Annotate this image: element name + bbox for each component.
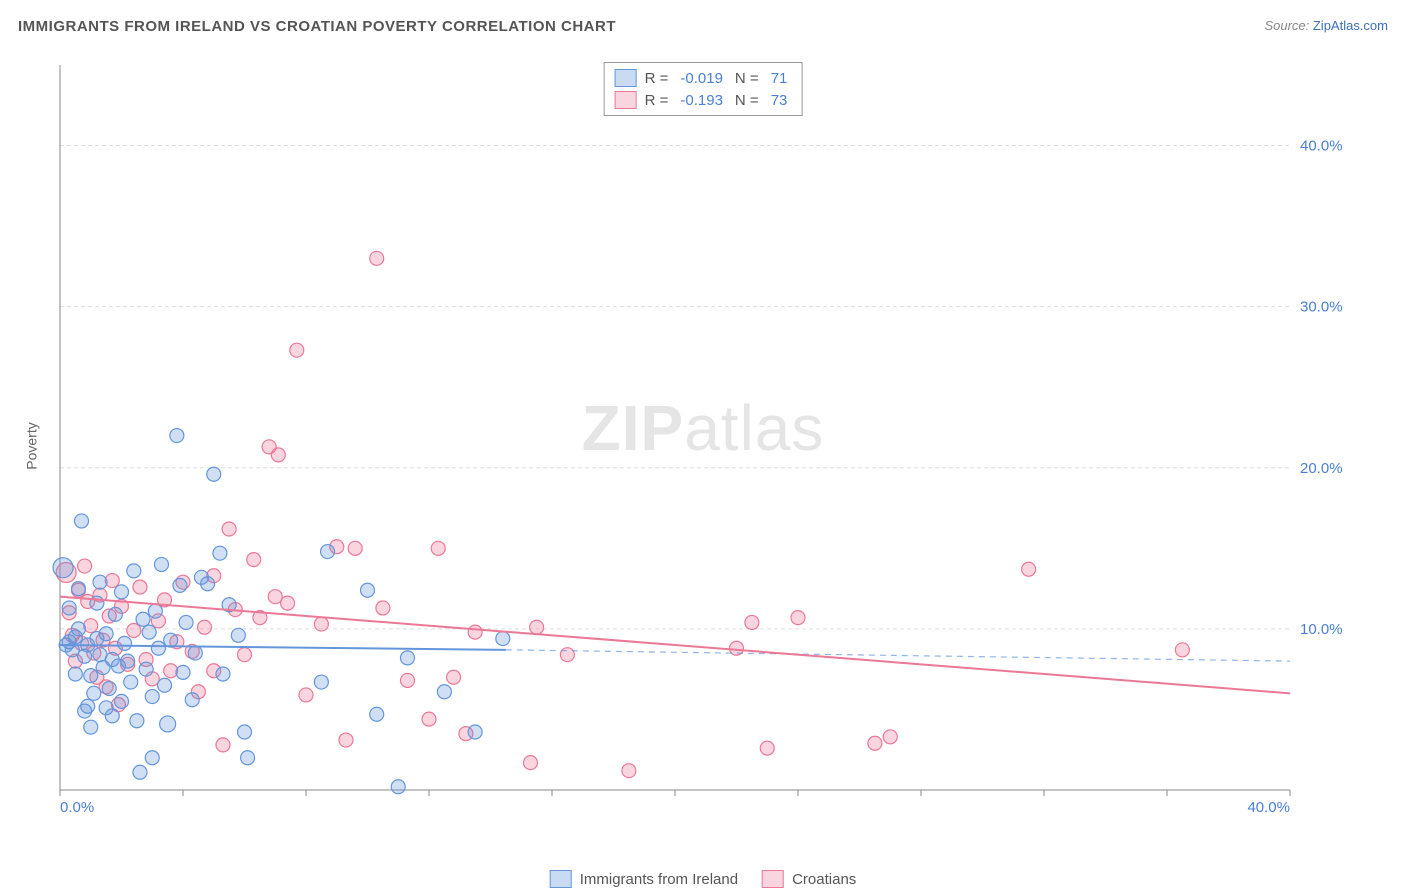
source-label: Source: <box>1264 18 1312 33</box>
legend-label: Immigrants from Ireland <box>580 871 738 888</box>
label-n: N = <box>735 70 759 87</box>
scatter-chart: 10.0% 20.0% 30.0% 40.0% 0.0% 40.0% <box>50 60 1350 830</box>
legend-bottom: Immigrants from Ireland Croatians <box>550 870 857 888</box>
swatch-blue <box>615 69 637 87</box>
legend-top-row: R = -0.193 N = 73 <box>615 89 792 111</box>
svg-text:20.0%: 20.0% <box>1300 460 1343 477</box>
value-r-pink: -0.193 <box>676 92 727 109</box>
swatch-pink <box>615 91 637 109</box>
label-r: R = <box>645 70 669 87</box>
svg-text:0.0%: 0.0% <box>60 799 94 816</box>
legend-top-row: R = -0.019 N = 71 <box>615 67 792 89</box>
header: IMMIGRANTS FROM IRELAND VS CROATIAN POVE… <box>18 18 1388 46</box>
svg-text:40.0%: 40.0% <box>1247 799 1290 816</box>
svg-text:10.0%: 10.0% <box>1300 621 1343 638</box>
svg-text:40.0%: 40.0% <box>1300 138 1343 155</box>
source: Source: ZipAtlas.com <box>1264 18 1388 33</box>
swatch-blue <box>550 870 572 888</box>
value-r-blue: -0.019 <box>676 70 727 87</box>
chart-title: IMMIGRANTS FROM IRELAND VS CROATIAN POVE… <box>18 18 616 35</box>
label-r: R = <box>645 92 669 109</box>
value-n-pink: 73 <box>767 92 792 109</box>
label-n: N = <box>735 92 759 109</box>
swatch-pink <box>762 870 784 888</box>
y-axis-label: Poverty <box>24 422 40 469</box>
source-name: ZipAtlas.com <box>1313 18 1388 33</box>
value-n-blue: 71 <box>767 70 792 87</box>
legend-item: Croatians <box>762 870 856 888</box>
legend-top: R = -0.019 N = 71 R = -0.193 N = 73 <box>604 62 803 116</box>
legend-item: Immigrants from Ireland <box>550 870 738 888</box>
legend-label: Croatians <box>792 871 856 888</box>
svg-text:30.0%: 30.0% <box>1300 299 1343 316</box>
chart-area: 10.0% 20.0% 30.0% 40.0% 0.0% 40.0% <box>50 60 1350 830</box>
